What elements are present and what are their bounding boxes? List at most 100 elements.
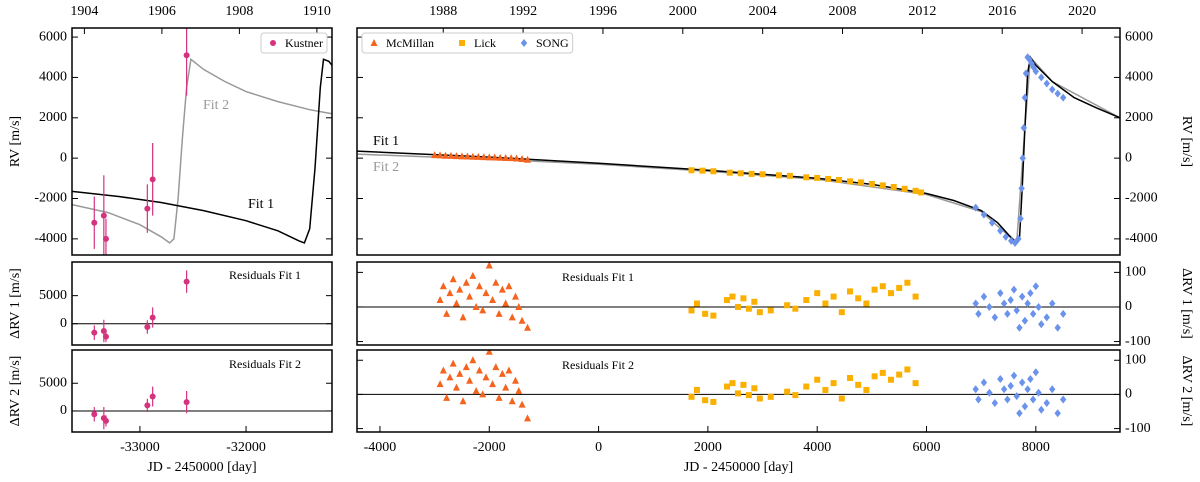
data-point bbox=[463, 152, 471, 160]
data-point bbox=[734, 390, 741, 397]
data-point bbox=[688, 167, 695, 174]
y-tick-label: 0 bbox=[1125, 150, 1132, 165]
data-point bbox=[492, 363, 500, 371]
y-axis-label: ΔRV 1 [m/s] bbox=[1179, 268, 1194, 339]
y-tick-label: 6000 bbox=[39, 29, 67, 44]
x2-tick-label: 2016 bbox=[988, 4, 1016, 19]
data-point bbox=[830, 293, 837, 300]
data-point bbox=[1000, 385, 1008, 394]
data-point bbox=[825, 175, 832, 182]
x2-tick-label: 2020 bbox=[1068, 4, 1096, 19]
data-point bbox=[726, 169, 733, 176]
data-point bbox=[980, 210, 988, 219]
data-point bbox=[1022, 69, 1030, 78]
data-point bbox=[102, 417, 109, 424]
data-point bbox=[838, 395, 845, 402]
x2-tick-label: 2000 bbox=[669, 4, 697, 19]
data-point bbox=[452, 299, 460, 307]
data-point bbox=[904, 279, 911, 286]
data-point bbox=[912, 187, 919, 194]
x2-tick-label: 1996 bbox=[589, 4, 617, 19]
data-point bbox=[495, 309, 503, 317]
plot-area bbox=[357, 53, 1120, 247]
data-point bbox=[912, 380, 919, 387]
data-point bbox=[710, 168, 717, 175]
data-point bbox=[988, 218, 996, 227]
data-point bbox=[1043, 313, 1050, 322]
data-point bbox=[786, 172, 793, 179]
data-point bbox=[456, 285, 464, 293]
data-point bbox=[442, 151, 450, 159]
y-axis-label: ΔRV 2 [m/s] bbox=[1179, 356, 1194, 427]
data-point bbox=[986, 388, 993, 397]
data-point bbox=[879, 369, 886, 376]
data-point bbox=[729, 293, 736, 300]
data-point bbox=[370, 39, 378, 46]
data-point bbox=[751, 385, 758, 392]
data-point bbox=[1013, 392, 1020, 401]
y-tick-label: 0 bbox=[60, 403, 67, 418]
y-tick-label: 0 bbox=[60, 150, 67, 165]
fit-label: Fit 2 bbox=[373, 160, 399, 175]
data-point bbox=[814, 376, 821, 383]
data-point bbox=[482, 373, 490, 381]
data-point bbox=[863, 386, 870, 393]
fit-line bbox=[357, 55, 1120, 245]
data-point bbox=[492, 278, 500, 286]
y-tick-label: 5000 bbox=[39, 375, 67, 390]
data-point bbox=[149, 393, 156, 400]
data-point bbox=[702, 397, 709, 404]
data-point bbox=[144, 324, 151, 331]
data-point bbox=[447, 151, 455, 159]
y-axis-label: RV [m/s] bbox=[1179, 116, 1194, 167]
data-point bbox=[699, 167, 706, 174]
x2-tick-label: 1992 bbox=[509, 4, 537, 19]
data-point bbox=[469, 271, 477, 279]
data-point bbox=[1059, 309, 1067, 318]
data-point bbox=[740, 295, 747, 302]
data-point bbox=[183, 399, 190, 406]
plot-area bbox=[357, 350, 1120, 422]
data-point bbox=[868, 180, 875, 187]
data-point bbox=[975, 395, 982, 404]
data-point bbox=[1024, 299, 1031, 308]
data-point bbox=[871, 286, 878, 293]
data-point bbox=[91, 219, 98, 226]
y-tick-label: 2000 bbox=[1125, 110, 1153, 125]
y-tick-label: -100 bbox=[1125, 421, 1151, 436]
x2-tick-label: 1908 bbox=[225, 4, 253, 19]
data-point bbox=[452, 383, 460, 391]
data-point bbox=[803, 383, 810, 390]
data-point bbox=[518, 154, 526, 162]
data-point bbox=[688, 393, 695, 400]
data-point bbox=[1054, 409, 1061, 418]
data-point bbox=[452, 152, 460, 160]
data-point bbox=[1026, 55, 1033, 64]
data-point bbox=[1059, 93, 1067, 102]
data-point bbox=[879, 283, 886, 290]
y-tick-label: 0 bbox=[1125, 299, 1132, 314]
y-tick-label: -100 bbox=[1125, 334, 1151, 349]
data-point bbox=[1038, 320, 1045, 329]
data-point bbox=[784, 388, 791, 395]
data-point bbox=[846, 178, 853, 185]
data-point bbox=[896, 371, 903, 378]
data-point bbox=[1021, 316, 1029, 325]
data-point bbox=[1020, 123, 1028, 132]
data-point bbox=[270, 40, 276, 46]
data-point bbox=[1017, 214, 1024, 223]
data-point bbox=[1035, 302, 1042, 311]
axes-frame bbox=[71, 349, 333, 433]
data-point bbox=[513, 154, 521, 162]
panel-title: Residuals Fit 2 bbox=[562, 358, 634, 372]
data-point bbox=[502, 383, 510, 391]
data-point bbox=[466, 376, 474, 384]
data-point bbox=[449, 275, 457, 283]
data-point bbox=[745, 305, 752, 312]
data-point bbox=[524, 155, 532, 163]
data-point bbox=[767, 307, 774, 314]
data-point bbox=[439, 282, 447, 290]
data-point bbox=[784, 302, 791, 309]
data-point bbox=[855, 295, 862, 302]
